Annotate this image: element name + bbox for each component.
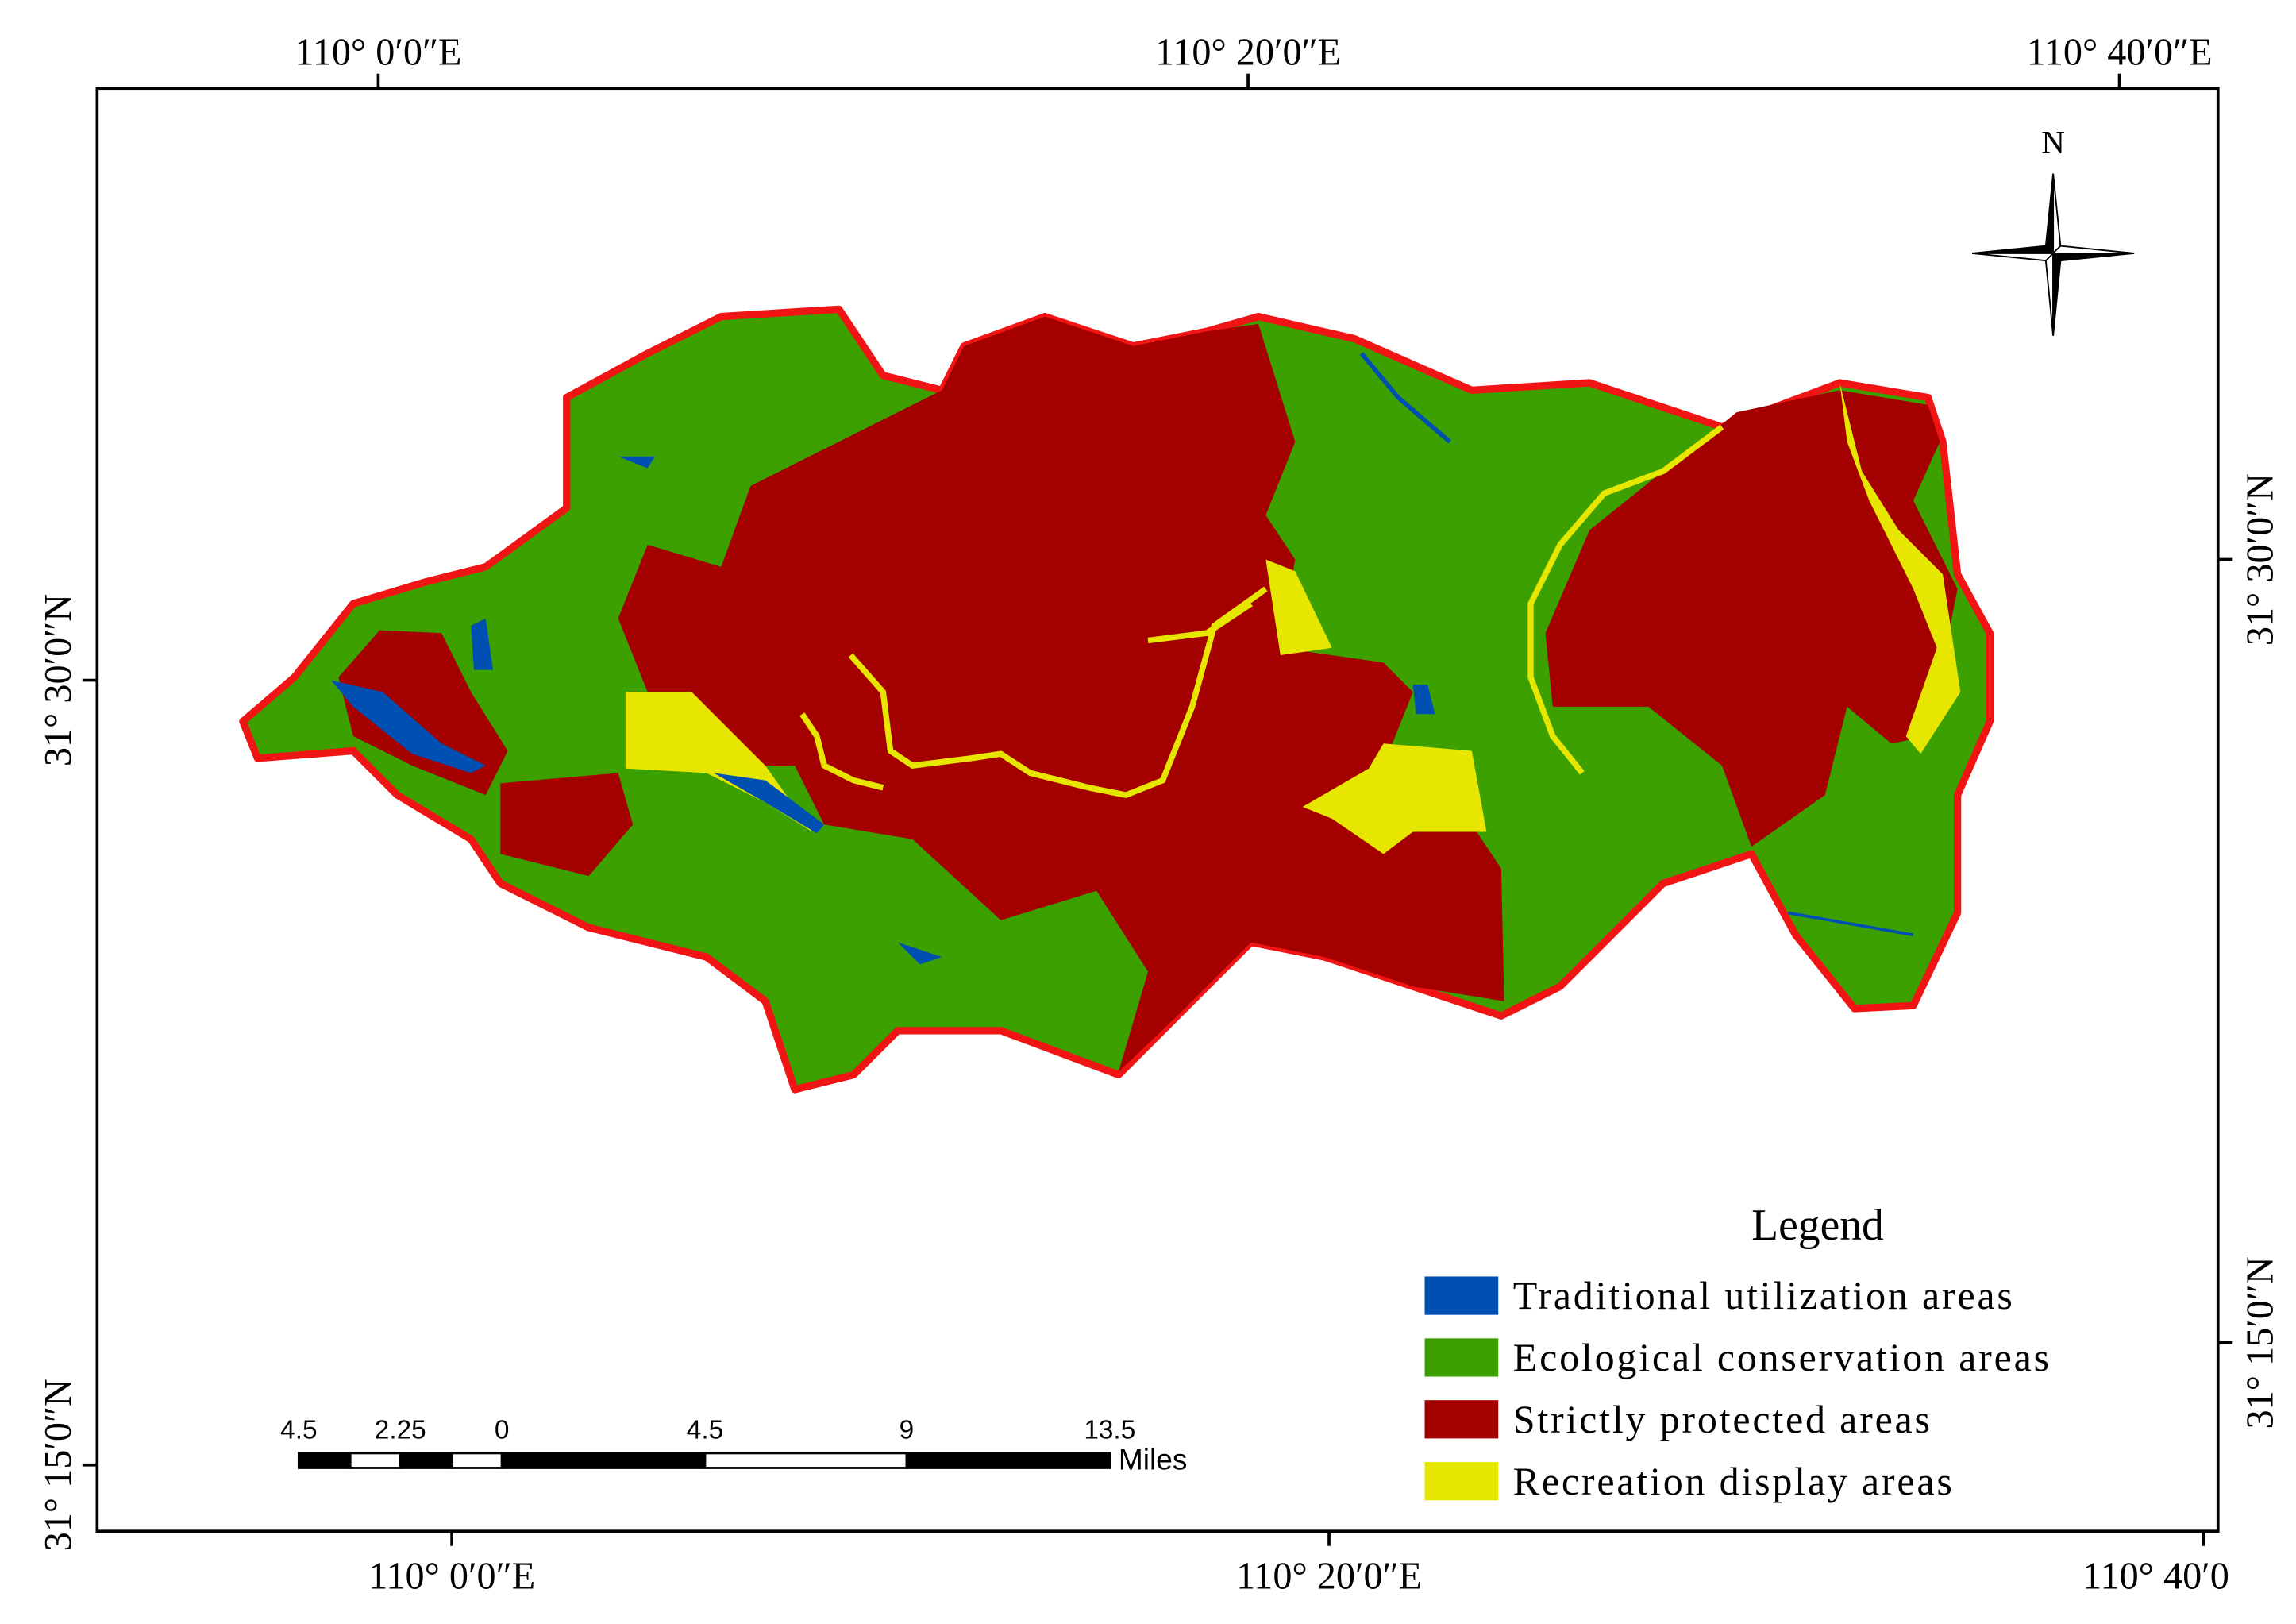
legend-label: Recreation display areas — [1513, 1459, 1955, 1503]
scale-unit: Miles — [1119, 1442, 1187, 1475]
north-label: N — [2041, 125, 2064, 160]
study-area — [239, 305, 1994, 1094]
longitude-label: 110° 20′0″E — [1155, 32, 1341, 74]
graticule-ticks — [82, 73, 2233, 1546]
latitude-label: 31° 30′0″N — [2239, 473, 2281, 646]
traditional-patch — [1412, 685, 1435, 715]
scale-segment — [703, 1452, 908, 1469]
traditional-patch — [714, 773, 825, 834]
traditional-areas — [331, 352, 1914, 965]
scale-segment — [349, 1452, 402, 1469]
recreation-region — [1265, 559, 1332, 656]
traditional-patch — [897, 942, 942, 965]
legend-swatch — [1424, 1462, 1499, 1501]
scale-label: 4.5 — [280, 1415, 317, 1445]
protected-region — [618, 316, 1504, 1072]
longitude-label: 110° 40′0″E — [2026, 32, 2212, 74]
recreation-corridor — [1147, 601, 1253, 644]
scale-label: 2.25 — [375, 1415, 426, 1445]
latitude-label: 31° 30′0″N — [37, 594, 79, 766]
protected-region — [338, 630, 508, 796]
scale-label: 0 — [495, 1415, 510, 1445]
traditional-patch — [618, 456, 655, 469]
scale-label: 13.5 — [1084, 1415, 1135, 1445]
recreation-corridor — [1527, 424, 1724, 775]
longitude-label: 110° 0′0″E — [295, 32, 461, 74]
recreation-corridor — [848, 586, 1268, 799]
recreation-region — [1839, 383, 1961, 754]
longitude-label: 110° 20′0″E — [1236, 1556, 1422, 1598]
legend-swatch — [1424, 1338, 1499, 1377]
protected-region — [500, 773, 634, 877]
scale-bar — [297, 1452, 1111, 1469]
recreation-corridor — [799, 712, 884, 791]
scale-label: 9 — [900, 1415, 915, 1445]
scale-segment — [450, 1452, 503, 1469]
scale-label: 4.5 — [687, 1415, 723, 1445]
legend-swatch — [1424, 1400, 1499, 1439]
latitude-label: 31° 15′0″N — [2239, 1256, 2281, 1429]
legend-label: Traditional utilization areas — [1513, 1273, 2015, 1317]
legend-swatch — [1424, 1276, 1499, 1315]
traditional-stream — [1788, 911, 1914, 937]
scale-segment — [399, 1452, 453, 1469]
protected-region — [1545, 390, 1958, 847]
scale-segment — [905, 1452, 1111, 1469]
recreation-region — [1302, 743, 1487, 854]
legend-label: Strictly protected areas — [1513, 1397, 1932, 1441]
longitude-label: 110° 0′0″E — [368, 1556, 535, 1598]
scale-segment — [500, 1452, 707, 1469]
legend: Traditional utilization areas Ecological … — [1424, 1273, 2051, 1503]
legend-title: Legend — [1751, 1201, 1884, 1250]
traditional-stream — [1359, 352, 1451, 444]
north-arrow — [1972, 173, 2135, 336]
legend-label: Ecological conservation areas — [1513, 1335, 2051, 1379]
scale-labels: 4.5 2.25 0 4.5 9 13.5 — [280, 1415, 1135, 1445]
scale-segment — [297, 1452, 352, 1469]
arrow-part — [1972, 252, 2055, 262]
traditional-patch — [331, 680, 486, 773]
longitude-label: 110° 40′0 — [2082, 1556, 2229, 1598]
latitude-label: 31° 15′0″N — [37, 1379, 79, 1551]
recreation-corridors — [799, 424, 1724, 799]
arrow-part — [2051, 245, 2135, 254]
